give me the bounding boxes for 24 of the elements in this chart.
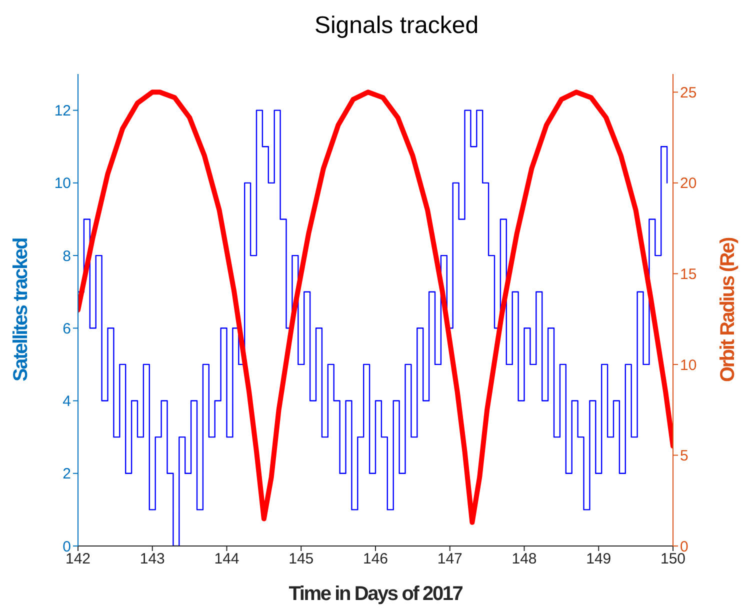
y-tick-label: 4	[62, 393, 71, 410]
y2-tick-label: 5	[680, 448, 688, 465]
y-tick-label: 6	[62, 320, 71, 338]
x-tick-label: 143	[140, 550, 165, 568]
y-axis-title: Satellites tracked	[10, 238, 32, 382]
y-tick-label: 2	[62, 466, 71, 483]
y2-tick-label: 25	[680, 84, 697, 102]
x-tick-label: 147	[437, 550, 462, 568]
y-tick-label: 10	[54, 175, 71, 192]
x-tick-label: 142	[65, 550, 91, 568]
x-tick-label: 149	[586, 550, 612, 568]
y-tick-label: 8	[62, 248, 71, 265]
x-tick-label: 145	[288, 550, 314, 568]
x-tick-label: 148	[512, 550, 537, 568]
y-tick-label: 12	[54, 102, 71, 120]
x-tick-label: 150	[660, 550, 686, 568]
y2-tick-label: 15	[680, 266, 697, 284]
y2-tick-label: 20	[680, 175, 697, 192]
y2-tick-label: 10	[680, 356, 697, 374]
x-axis-title: Time in Days of 2017	[288, 583, 464, 605]
x-tick-label: 144	[214, 550, 240, 568]
x-tick-label: 146	[362, 550, 388, 568]
chart-title: Signals tracked	[313, 11, 480, 41]
y2-axis-title: Orbit Radius (Re)	[717, 237, 740, 382]
